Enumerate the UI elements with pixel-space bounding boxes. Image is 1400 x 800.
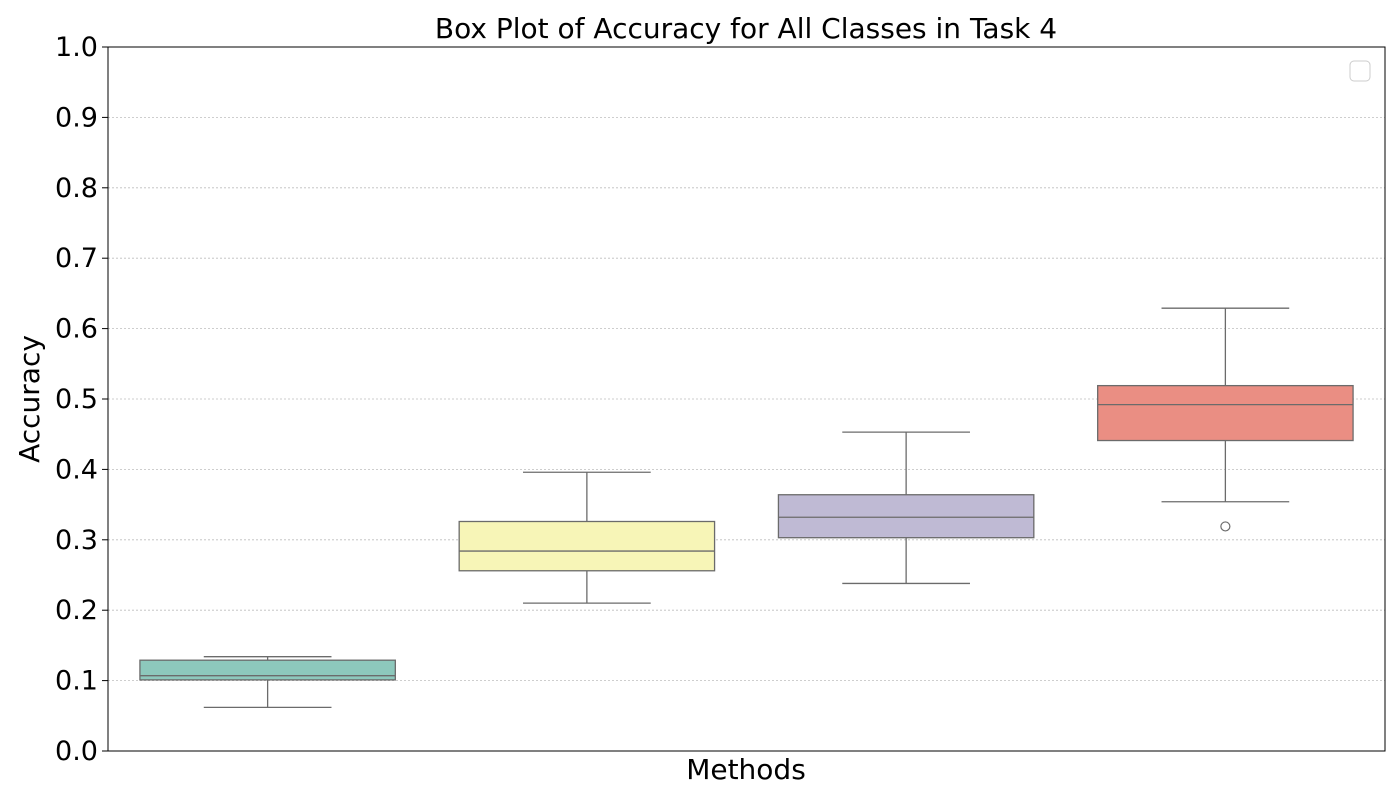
y-tick-label: 1.0: [55, 32, 98, 63]
box-1: [139, 656, 396, 709]
y-axis-title: Accuracy: [13, 335, 46, 463]
y-tick-label: 0.3: [55, 525, 98, 556]
box-3: [777, 431, 1035, 585]
y-tick-label: 0.0: [55, 736, 98, 767]
x-axis-title: Methods: [686, 753, 806, 786]
box-4: [1097, 307, 1354, 532]
y-tick-label: 0.4: [55, 454, 98, 485]
box-series: [139, 307, 1354, 709]
y-tick-label: 0.9: [55, 102, 98, 133]
iqr-box: [777, 494, 1035, 539]
y-tick-label: 0.2: [55, 595, 98, 626]
y-axis: 0.0 0.1 0.2 0.3 0.4 0.5 0.6 0.7 0.8 0.9 1.0: [55, 32, 108, 767]
iqr-box: [458, 520, 716, 572]
y-tick-label: 0.1: [55, 666, 98, 697]
chart-title: Box Plot of Accuracy for All Classes in …: [435, 12, 1057, 45]
box-2: [458, 471, 716, 604]
y-tick-label: 0.8: [55, 173, 98, 204]
legend-box: [1349, 60, 1371, 82]
y-tick-label: 0.6: [55, 314, 98, 345]
outlier-point: [1220, 521, 1231, 532]
y-tick-label: 0.5: [55, 384, 98, 415]
y-tick-label: 0.7: [55, 243, 98, 274]
iqr-box: [139, 659, 396, 681]
iqr-box: [1097, 384, 1354, 442]
